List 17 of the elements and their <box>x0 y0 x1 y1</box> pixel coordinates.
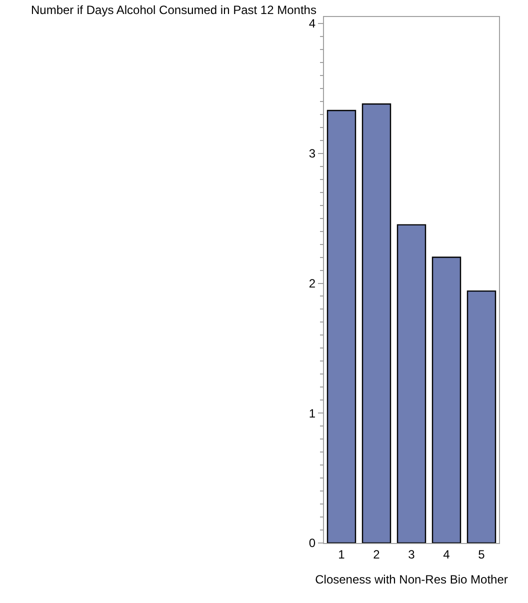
x-tick-label: 5 <box>478 547 486 562</box>
y-tick-label: 4 <box>308 16 316 31</box>
x-tick-label: 3 <box>408 547 416 562</box>
bar <box>466 290 496 543</box>
y-tick-label: 1 <box>308 406 316 420</box>
x-axis-title: Closeness with Non-Res Bio Mother <box>315 572 508 586</box>
y-tick-label: 2 <box>308 276 316 290</box>
y-tick-label: 3 <box>308 146 316 161</box>
bar <box>326 110 356 543</box>
bar <box>362 103 392 543</box>
x-tick-label: 4 <box>443 547 450 562</box>
bar <box>432 256 462 543</box>
x-tick-label: 2 <box>373 547 380 562</box>
x-tick-label: 1 <box>338 547 346 562</box>
y-tick-label: 0 <box>308 536 316 550</box>
y-axis-title: Number if Days Alcohol Consumed in Past 12 Months <box>31 3 316 17</box>
bar <box>396 224 426 543</box>
